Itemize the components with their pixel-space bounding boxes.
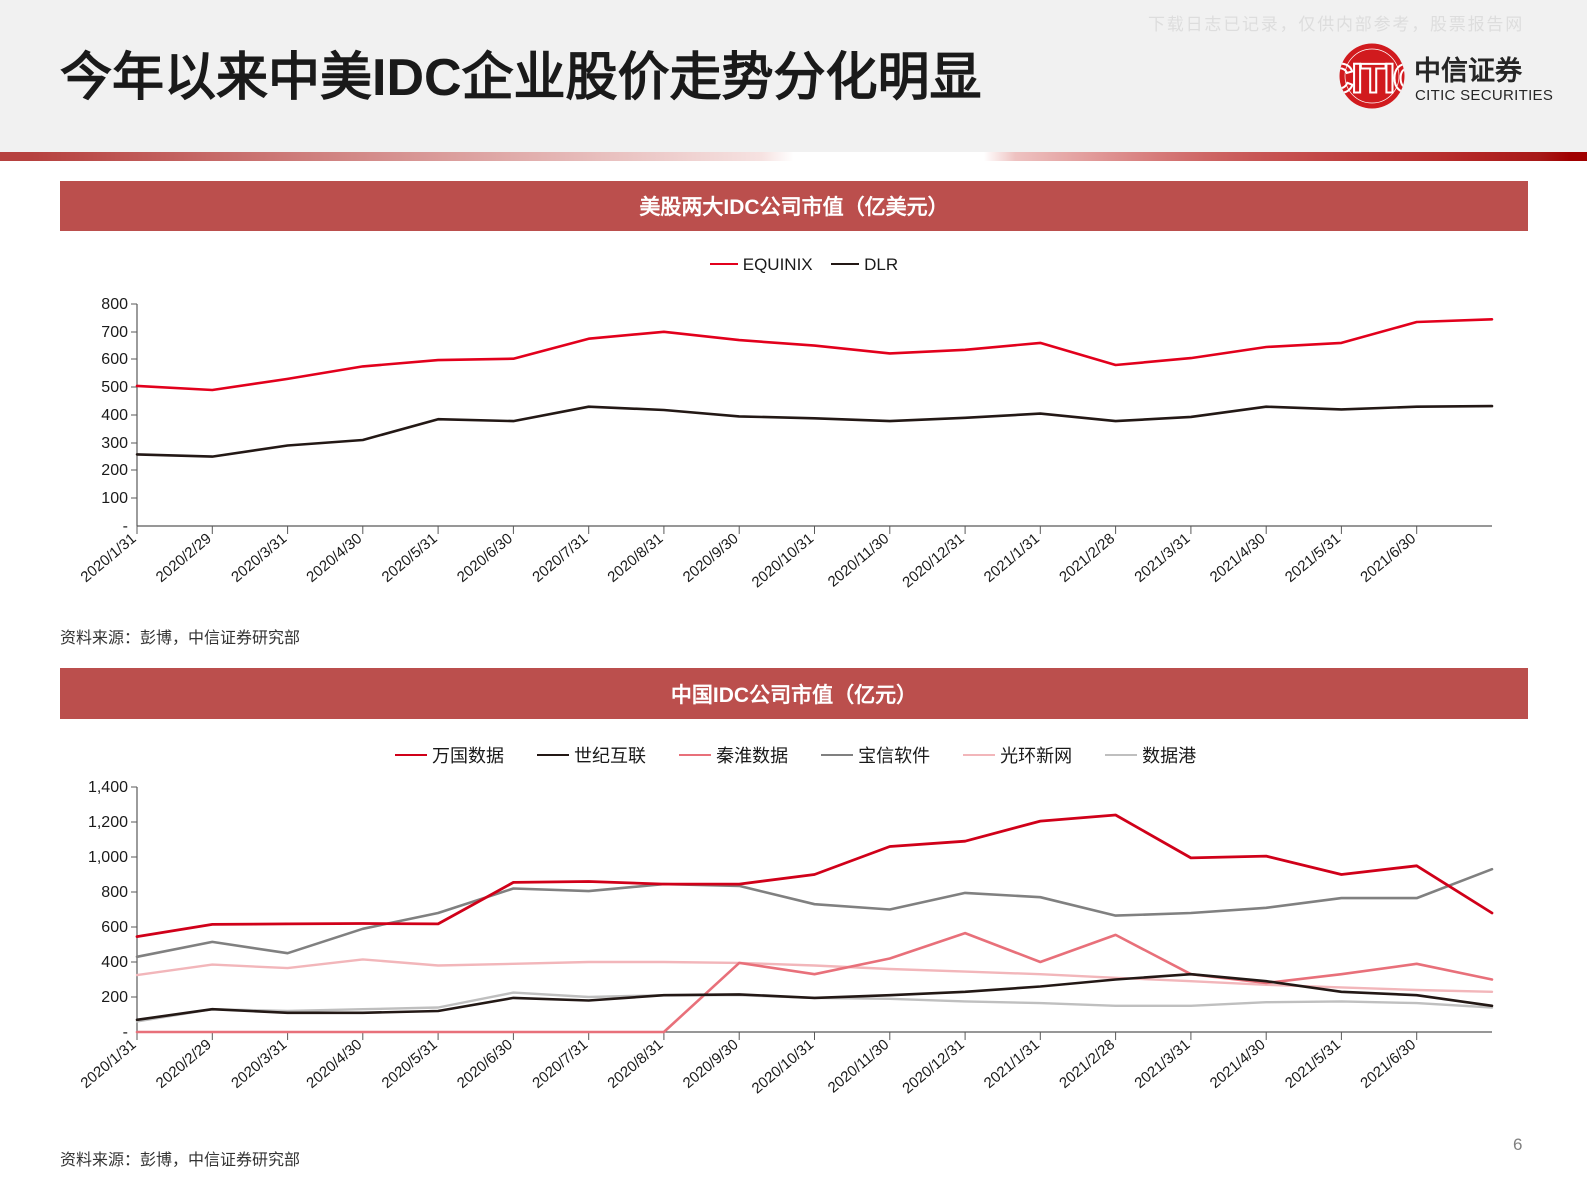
svg-text:2020/12/31: 2020/12/31 (899, 1036, 967, 1097)
svg-text:2020/8/31: 2020/8/31 (604, 1036, 666, 1092)
svg-text:2021/4/30: 2021/4/30 (1207, 1036, 1269, 1092)
svg-text:2021/5/31: 2021/5/31 (1282, 1036, 1344, 1092)
svg-text:2020/6/30: 2020/6/30 (454, 1036, 516, 1092)
svg-text:2021/3/31: 2021/3/31 (1131, 1036, 1193, 1092)
svg-text:2020/2/29: 2020/2/29 (153, 1036, 215, 1092)
svg-text:2020/5/31: 2020/5/31 (379, 1036, 441, 1092)
svg-text:2020/1/31: 2020/1/31 (78, 1036, 140, 1092)
svg-text:2020/11/30: 2020/11/30 (825, 1036, 893, 1097)
svg-text:2021/6/30: 2021/6/30 (1357, 1036, 1419, 1092)
svg-text:2021/2/28: 2021/2/28 (1056, 1036, 1118, 1092)
svg-text:2020/3/31: 2020/3/31 (228, 1036, 290, 1092)
svg-text:2020/10/31: 2020/10/31 (749, 1036, 817, 1097)
svg-text:2020/9/30: 2020/9/30 (680, 1036, 742, 1092)
svg-text:2020/4/30: 2020/4/30 (303, 1036, 365, 1092)
svg-text:2020/7/31: 2020/7/31 (529, 1036, 591, 1092)
svg-text:2021/1/31: 2021/1/31 (981, 1036, 1043, 1092)
